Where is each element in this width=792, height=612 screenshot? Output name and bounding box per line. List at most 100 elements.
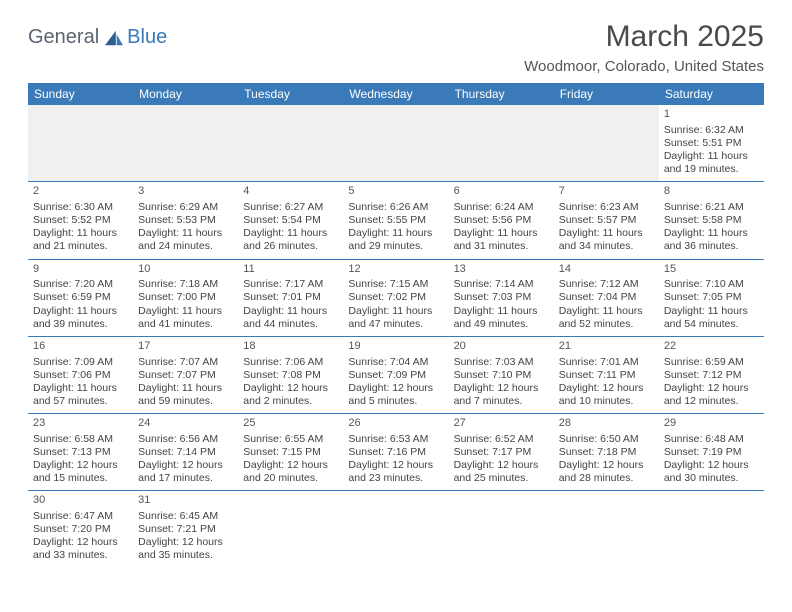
sunset-text: Sunset: 7:17 PM	[454, 446, 549, 459]
calendar-cell: 6Sunrise: 6:24 AMSunset: 5:56 PMDaylight…	[449, 182, 554, 259]
sunset-text: Sunset: 5:53 PM	[138, 214, 233, 227]
sunset-text: Sunset: 7:15 PM	[243, 446, 338, 459]
daylight-text: Daylight: 11 hours and 54 minutes.	[664, 305, 759, 331]
calendar-cell	[343, 491, 448, 568]
day-number: 19	[348, 340, 443, 354]
day-number: 12	[348, 263, 443, 277]
calendar-cell: 22Sunrise: 6:59 AMSunset: 7:12 PMDayligh…	[659, 336, 764, 413]
sunset-text: Sunset: 7:04 PM	[559, 291, 654, 304]
sunset-text: Sunset: 7:01 PM	[243, 291, 338, 304]
calendar-cell: 25Sunrise: 6:55 AMSunset: 7:15 PMDayligh…	[238, 414, 343, 491]
sunrise-text: Sunrise: 7:20 AM	[33, 278, 128, 291]
sail-icon	[103, 29, 125, 47]
calendar-cell: 19Sunrise: 7:04 AMSunset: 7:09 PMDayligh…	[343, 336, 448, 413]
day-number: 13	[454, 263, 549, 277]
calendar-week-row: 2Sunrise: 6:30 AMSunset: 5:52 PMDaylight…	[28, 182, 764, 259]
brand-logo: General Blue	[28, 26, 167, 49]
sunset-text: Sunset: 7:03 PM	[454, 291, 549, 304]
sunrise-text: Sunrise: 7:14 AM	[454, 278, 549, 291]
day-number: 7	[559, 185, 654, 199]
calendar-cell: 5Sunrise: 6:26 AMSunset: 5:55 PMDaylight…	[343, 182, 448, 259]
calendar-cell: 29Sunrise: 6:48 AMSunset: 7:19 PMDayligh…	[659, 414, 764, 491]
daylight-text: Daylight: 12 hours and 33 minutes.	[33, 536, 128, 562]
calendar-cell: 23Sunrise: 6:58 AMSunset: 7:13 PMDayligh…	[28, 414, 133, 491]
calendar-cell: 24Sunrise: 6:56 AMSunset: 7:14 PMDayligh…	[133, 414, 238, 491]
day-number: 14	[559, 263, 654, 277]
sunrise-text: Sunrise: 6:59 AM	[664, 356, 759, 369]
day-number: 15	[664, 263, 759, 277]
weekday-header: Thursday	[449, 83, 554, 105]
daylight-text: Daylight: 11 hours and 59 minutes.	[138, 382, 233, 408]
calendar-cell	[343, 105, 448, 182]
sunset-text: Sunset: 7:19 PM	[664, 446, 759, 459]
sunset-text: Sunset: 7:08 PM	[243, 369, 338, 382]
daylight-text: Daylight: 11 hours and 21 minutes.	[33, 227, 128, 253]
sunrise-text: Sunrise: 6:58 AM	[33, 433, 128, 446]
sunrise-text: Sunrise: 7:04 AM	[348, 356, 443, 369]
sunrise-text: Sunrise: 7:18 AM	[138, 278, 233, 291]
daylight-text: Daylight: 11 hours and 47 minutes.	[348, 305, 443, 331]
sunrise-text: Sunrise: 7:01 AM	[559, 356, 654, 369]
day-number: 1	[664, 108, 759, 122]
calendar-cell	[554, 105, 659, 182]
sunset-text: Sunset: 7:13 PM	[33, 446, 128, 459]
daylight-text: Daylight: 12 hours and 17 minutes.	[138, 459, 233, 485]
day-number: 21	[559, 340, 654, 354]
day-number: 29	[664, 417, 759, 431]
calendar-cell: 21Sunrise: 7:01 AMSunset: 7:11 PMDayligh…	[554, 336, 659, 413]
daylight-text: Daylight: 12 hours and 23 minutes.	[348, 459, 443, 485]
sunrise-text: Sunrise: 6:56 AM	[138, 433, 233, 446]
day-number: 9	[33, 263, 128, 277]
sunrise-text: Sunrise: 6:52 AM	[454, 433, 549, 446]
sunset-text: Sunset: 7:12 PM	[664, 369, 759, 382]
sunset-text: Sunset: 7:16 PM	[348, 446, 443, 459]
day-number: 31	[138, 494, 233, 508]
sunrise-text: Sunrise: 7:07 AM	[138, 356, 233, 369]
calendar-week-row: 30Sunrise: 6:47 AMSunset: 7:20 PMDayligh…	[28, 491, 764, 568]
day-number: 18	[243, 340, 338, 354]
day-number: 10	[138, 263, 233, 277]
brand-general: General	[28, 26, 99, 49]
daylight-text: Daylight: 11 hours and 31 minutes.	[454, 227, 549, 253]
daylight-text: Daylight: 11 hours and 41 minutes.	[138, 305, 233, 331]
day-number: 16	[33, 340, 128, 354]
day-number: 4	[243, 185, 338, 199]
day-number: 25	[243, 417, 338, 431]
calendar-cell	[554, 491, 659, 568]
calendar-cell: 10Sunrise: 7:18 AMSunset: 7:00 PMDayligh…	[133, 259, 238, 336]
day-number: 3	[138, 185, 233, 199]
sunrise-text: Sunrise: 7:12 AM	[559, 278, 654, 291]
calendar-cell: 28Sunrise: 6:50 AMSunset: 7:18 PMDayligh…	[554, 414, 659, 491]
weekday-header: Friday	[554, 83, 659, 105]
daylight-text: Daylight: 12 hours and 5 minutes.	[348, 382, 443, 408]
day-number: 20	[454, 340, 549, 354]
sunset-text: Sunset: 7:07 PM	[138, 369, 233, 382]
sunrise-text: Sunrise: 7:10 AM	[664, 278, 759, 291]
calendar-cell: 18Sunrise: 7:06 AMSunset: 7:08 PMDayligh…	[238, 336, 343, 413]
sunset-text: Sunset: 5:55 PM	[348, 214, 443, 227]
calendar-cell: 20Sunrise: 7:03 AMSunset: 7:10 PMDayligh…	[449, 336, 554, 413]
daylight-text: Daylight: 11 hours and 29 minutes.	[348, 227, 443, 253]
sunrise-text: Sunrise: 6:55 AM	[243, 433, 338, 446]
calendar-table: Sunday Monday Tuesday Wednesday Thursday…	[28, 83, 764, 568]
calendar-cell	[238, 491, 343, 568]
sunset-text: Sunset: 7:11 PM	[559, 369, 654, 382]
calendar-week-row: 23Sunrise: 6:58 AMSunset: 7:13 PMDayligh…	[28, 414, 764, 491]
calendar-cell: 4Sunrise: 6:27 AMSunset: 5:54 PMDaylight…	[238, 182, 343, 259]
sunset-text: Sunset: 7:00 PM	[138, 291, 233, 304]
day-number: 6	[454, 185, 549, 199]
daylight-text: Daylight: 11 hours and 26 minutes.	[243, 227, 338, 253]
calendar-cell	[659, 491, 764, 568]
daylight-text: Daylight: 11 hours and 57 minutes.	[33, 382, 128, 408]
calendar-cell	[449, 491, 554, 568]
calendar-cell: 30Sunrise: 6:47 AMSunset: 7:20 PMDayligh…	[28, 491, 133, 568]
calendar-cell	[449, 105, 554, 182]
daylight-text: Daylight: 12 hours and 35 minutes.	[138, 536, 233, 562]
sunset-text: Sunset: 7:20 PM	[33, 523, 128, 536]
daylight-text: Daylight: 12 hours and 12 minutes.	[664, 382, 759, 408]
calendar-cell: 9Sunrise: 7:20 AMSunset: 6:59 PMDaylight…	[28, 259, 133, 336]
sunset-text: Sunset: 7:02 PM	[348, 291, 443, 304]
sunset-text: Sunset: 7:21 PM	[138, 523, 233, 536]
day-number: 30	[33, 494, 128, 508]
calendar-cell: 15Sunrise: 7:10 AMSunset: 7:05 PMDayligh…	[659, 259, 764, 336]
